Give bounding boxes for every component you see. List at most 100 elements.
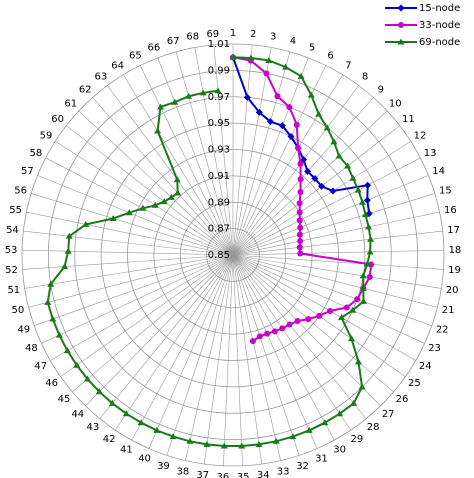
- category-label: 27: [382, 409, 395, 420]
- marker: [365, 223, 373, 230]
- category-label: 28: [367, 422, 380, 433]
- marker: [361, 211, 369, 218]
- marker: [343, 304, 350, 311]
- category-label: 2: [250, 29, 256, 40]
- category-label: 24: [419, 361, 432, 372]
- marker: [398, 22, 404, 28]
- marker: [65, 232, 73, 239]
- r-tick-label: 0.91: [208, 171, 230, 182]
- category-label: 60: [51, 114, 64, 125]
- category-label: 16: [444, 205, 457, 216]
- grid-circle: [21, 43, 445, 467]
- category-label: 57: [21, 166, 34, 177]
- marker: [108, 399, 116, 406]
- category-label: 18: [449, 245, 462, 256]
- category-label: 39: [157, 461, 170, 472]
- marker: [243, 93, 251, 101]
- marker: [109, 214, 117, 221]
- marker: [82, 220, 90, 227]
- marker: [359, 284, 367, 291]
- marker: [266, 118, 274, 126]
- r-tick-label: 0.87: [208, 224, 230, 235]
- marker: [305, 316, 312, 323]
- marker: [335, 152, 343, 159]
- marker: [255, 440, 263, 447]
- marker: [354, 296, 361, 303]
- marker: [157, 103, 165, 110]
- marker: [350, 399, 358, 406]
- marker: [363, 260, 371, 267]
- category-label: 31: [315, 454, 328, 465]
- category-label: 51: [7, 285, 20, 296]
- category-label: 66: [148, 43, 161, 54]
- category-label: 40: [138, 454, 151, 465]
- marker: [294, 318, 301, 325]
- marker: [315, 110, 323, 117]
- category-label: 5: [309, 43, 315, 54]
- category-label: 6: [327, 51, 333, 62]
- marker: [344, 162, 352, 169]
- marker: [63, 347, 71, 354]
- category-label: 4: [290, 36, 296, 47]
- category-label: 64: [111, 60, 124, 71]
- marker: [61, 263, 69, 270]
- marker: [256, 333, 263, 340]
- category-label: 26: [396, 394, 409, 405]
- marker: [229, 53, 237, 60]
- category-label: 52: [5, 265, 18, 276]
- category-label: 43: [87, 422, 100, 433]
- marker: [73, 361, 81, 368]
- marker: [337, 314, 345, 321]
- marker: [238, 442, 246, 449]
- marker: [295, 144, 302, 151]
- marker: [47, 280, 55, 287]
- category-label: 59: [40, 130, 53, 141]
- marker: [359, 297, 367, 304]
- marker: [185, 92, 193, 99]
- marker: [323, 124, 331, 131]
- marker: [336, 410, 344, 417]
- marker: [199, 89, 207, 96]
- category-label: 37: [196, 470, 209, 478]
- category-label: 41: [120, 445, 133, 456]
- marker: [160, 198, 168, 205]
- marker: [289, 433, 297, 440]
- marker: [297, 224, 304, 231]
- marker: [297, 176, 304, 183]
- marker: [311, 174, 319, 182]
- category-label: 55: [9, 205, 22, 216]
- grid-circle: [206, 228, 260, 282]
- marker: [249, 338, 256, 345]
- category-label: 13: [424, 148, 437, 159]
- marker: [293, 121, 300, 128]
- marker: [349, 306, 357, 313]
- category-label: 36: [217, 472, 230, 478]
- category-label: 25: [408, 378, 421, 389]
- category-label: 65: [129, 51, 142, 62]
- category-label: 47: [34, 361, 47, 372]
- category-label: 7: [345, 60, 351, 71]
- category-label: 54: [6, 225, 19, 236]
- series-line: [232, 56, 373, 342]
- legend-label: 69-node: [419, 37, 460, 48]
- marker: [327, 308, 334, 315]
- marker: [154, 127, 162, 134]
- marker: [354, 186, 362, 193]
- category-label: 44: [71, 409, 84, 420]
- marker: [296, 217, 303, 224]
- marker: [296, 200, 303, 207]
- category-label: 61: [64, 98, 77, 109]
- marker: [366, 273, 373, 280]
- marker: [186, 437, 194, 444]
- category-label: 58: [30, 148, 43, 159]
- category-label: 1: [230, 28, 236, 39]
- marker: [282, 63, 290, 70]
- marker: [125, 209, 133, 216]
- category-label: 56: [14, 185, 27, 196]
- marker: [366, 248, 374, 255]
- marker: [354, 358, 362, 365]
- r-tick-label: 0.89: [208, 197, 230, 208]
- r-tick-label: 0.93: [208, 145, 230, 156]
- category-label: 12: [414, 130, 427, 141]
